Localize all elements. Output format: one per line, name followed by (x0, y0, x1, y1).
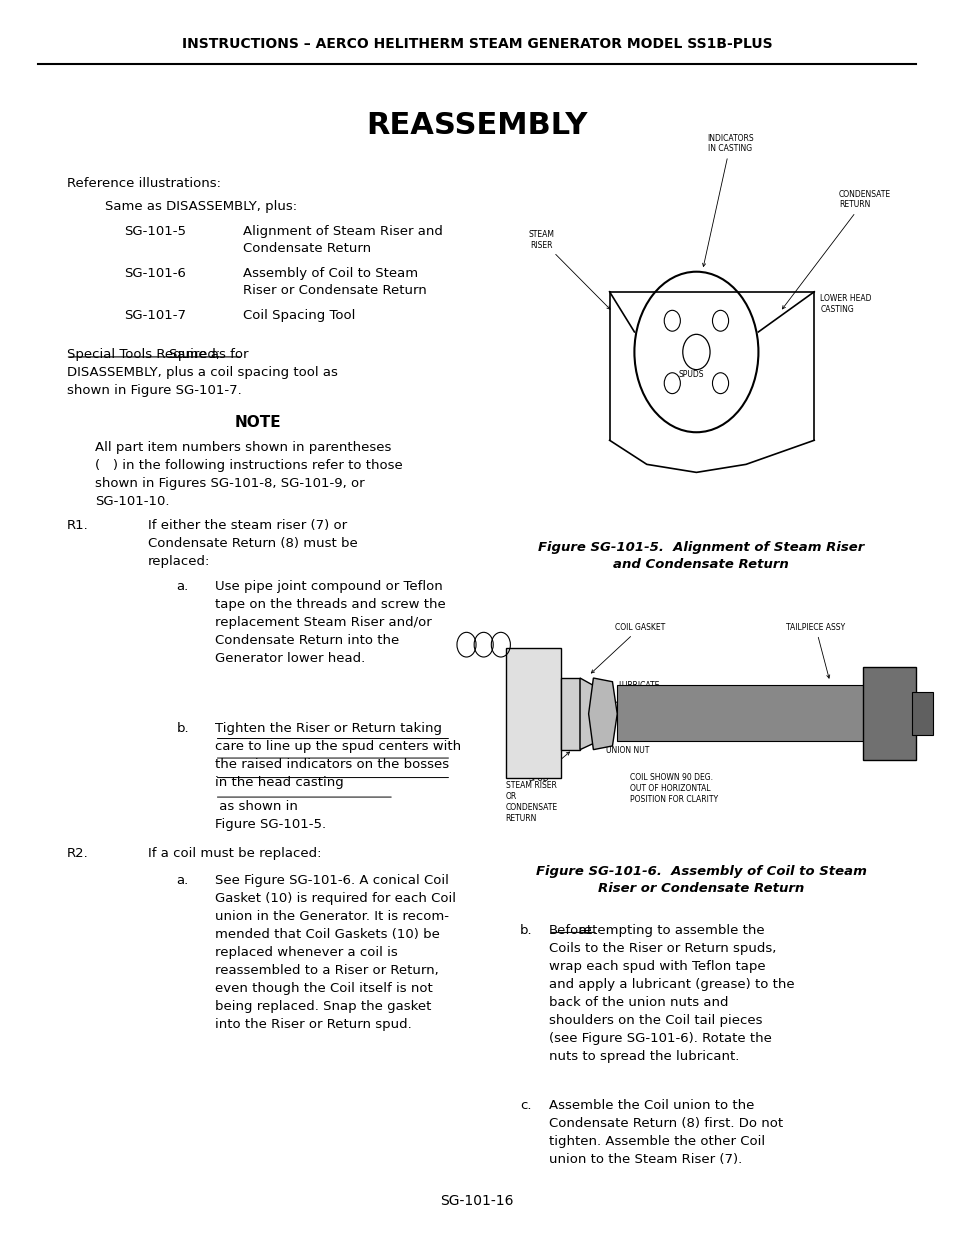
Text: STEAM
RISER: STEAM RISER (528, 230, 610, 309)
Text: as shown in
Figure SG-101-5.: as shown in Figure SG-101-5. (214, 800, 325, 831)
Text: attempting to assemble the
Coils to the Riser or Return spuds,
wrap each spud wi: attempting to assemble the Coils to the … (548, 924, 793, 1063)
Polygon shape (588, 678, 617, 750)
Text: Reference illustrations:: Reference illustrations: (67, 177, 220, 190)
Text: If either the steam riser (7) or
Condensate Return (8) must be
replaced:: If either the steam riser (7) or Condens… (148, 519, 357, 568)
Text: Tighten the Riser or Return taking
care to line up the spud centers with
the rai: Tighten the Riser or Return taking care … (214, 722, 460, 789)
Text: SG-101-6: SG-101-6 (124, 267, 186, 280)
Text: Assemble the Coil union to the
Condensate Return (8) first. Do not
tighten. Asse: Assemble the Coil union to the Condensat… (548, 1099, 781, 1166)
Text: NOTE: NOTE (234, 415, 280, 430)
Text: All part item numbers shown in parentheses
(   ) in the following instructions r: All part item numbers shown in parenthes… (95, 441, 403, 508)
Text: R1.: R1. (67, 519, 89, 532)
Text: a.: a. (176, 874, 189, 888)
Text: Assembly of Coil to Steam
Riser or Condensate Return: Assembly of Coil to Steam Riser or Conde… (243, 267, 427, 296)
Text: SG-101-7: SG-101-7 (124, 309, 186, 322)
Text: Figure SG-101-6.  Assembly of Coil to Steam
Riser or Condensate Return: Figure SG-101-6. Assembly of Coil to Ste… (536, 864, 865, 894)
Text: INSTRUCTIONS – AERCO HELITHERM STEAM GENERATOR MODEL SS1B-PLUS: INSTRUCTIONS – AERCO HELITHERM STEAM GEN… (181, 37, 772, 51)
Text: INDICATORS
IN CASTING: INDICATORS IN CASTING (701, 133, 753, 267)
Text: b.: b. (519, 924, 532, 937)
Text: Use pipe joint compound or Teflon
tape on the threads and screw the
replacement : Use pipe joint compound or Teflon tape o… (214, 580, 445, 666)
Text: COIL SHOWN 90 DEG.
OUT OF HORIZONTAL
POSITION FOR CLARITY: COIL SHOWN 90 DEG. OUT OF HORIZONTAL POS… (629, 773, 717, 804)
Text: R2.: R2. (67, 847, 89, 861)
Text: Figure SG-101-5.  Alignment of Steam Riser
and Condensate Return: Figure SG-101-5. Alignment of Steam Rise… (537, 541, 863, 571)
Text: SPUD: SPUD (528, 752, 569, 783)
Text: Before: Before (548, 924, 592, 937)
Text: LUBRICATE: LUBRICATE (603, 680, 659, 711)
Text: SPUDS: SPUDS (679, 370, 703, 379)
Text: LOWER HEAD
CASTING: LOWER HEAD CASTING (820, 294, 871, 314)
Text: STEAM RISER
OR
CONDENSATE
RETURN: STEAM RISER OR CONDENSATE RETURN (505, 781, 558, 823)
Text: b.: b. (176, 722, 189, 736)
Text: SG-101-16: SG-101-16 (439, 1194, 514, 1208)
Text: If a coil must be replaced:: If a coil must be replaced: (148, 847, 321, 861)
Text: c.: c. (519, 1099, 531, 1113)
Polygon shape (579, 678, 593, 750)
FancyBboxPatch shape (862, 667, 915, 760)
Text: COIL GASKET: COIL GASKET (591, 622, 665, 673)
Text: Special Tools Required;: Special Tools Required; (67, 348, 220, 362)
Text: UNION NUT: UNION NUT (605, 746, 648, 755)
FancyBboxPatch shape (560, 678, 579, 750)
FancyBboxPatch shape (505, 648, 560, 778)
Text: TAILPIECE ASSY: TAILPIECE ASSY (785, 622, 844, 678)
Text: Same as DISASSEMBLY, plus:: Same as DISASSEMBLY, plus: (105, 200, 296, 214)
Text: See Figure SG-101-6. A conical Coil
Gasket (10) is required for each Coil
union : See Figure SG-101-6. A conical Coil Gask… (214, 874, 456, 1031)
Text: Same as for
DISASSEMBLY, plus a coil spacing tool as
shown in Figure SG-101-7.: Same as for DISASSEMBLY, plus a coil spa… (67, 348, 337, 398)
Text: REASSEMBLY: REASSEMBLY (366, 111, 587, 140)
Text: Alignment of Steam Riser and
Condensate Return: Alignment of Steam Riser and Condensate … (243, 225, 443, 254)
Text: a.: a. (176, 580, 189, 594)
Text: CONDENSATE
RETURN: CONDENSATE RETURN (781, 190, 890, 309)
Polygon shape (617, 685, 877, 741)
Text: Coil Spacing Tool: Coil Spacing Tool (243, 309, 355, 322)
FancyBboxPatch shape (911, 692, 932, 735)
Text: SG-101-5: SG-101-5 (124, 225, 186, 238)
